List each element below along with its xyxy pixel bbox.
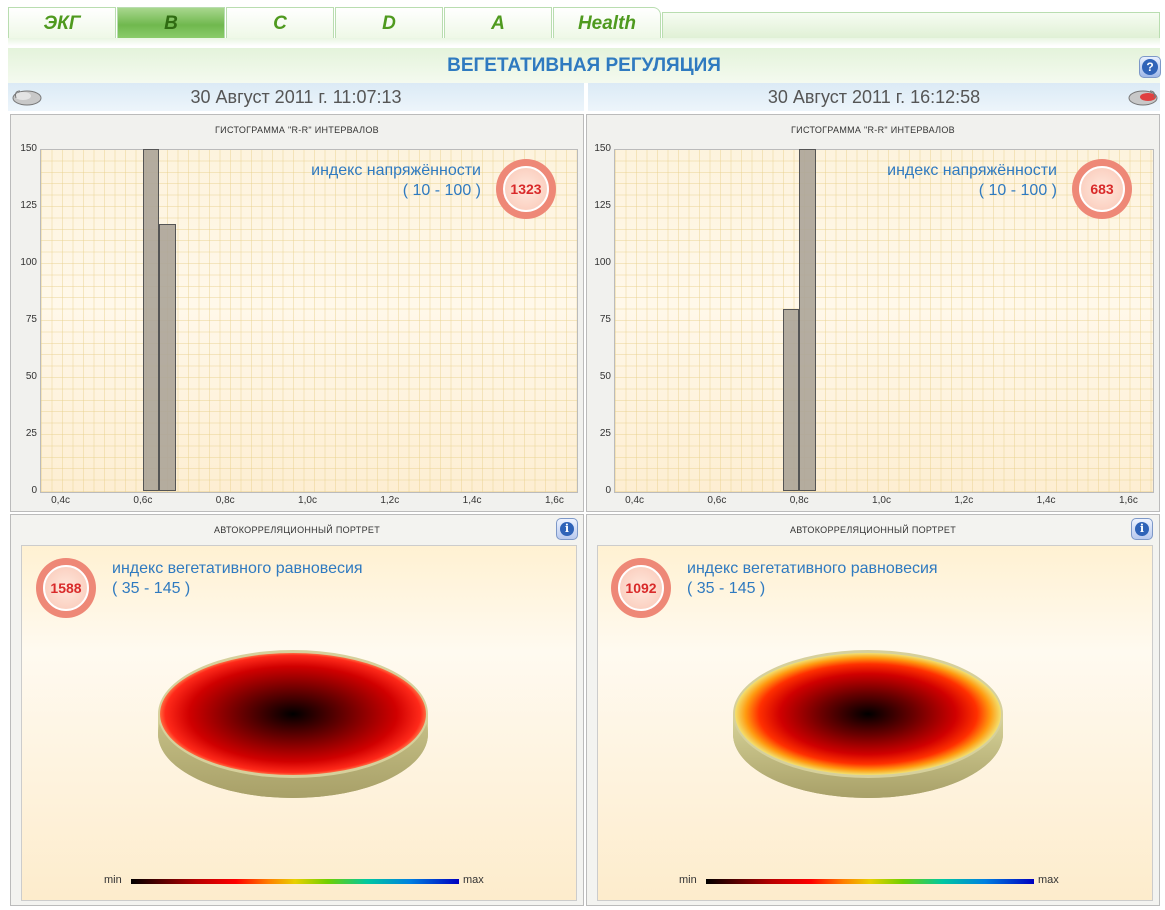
right-tension-badge: 683 (1072, 159, 1132, 219)
left-y-tick: 50 (25, 371, 37, 382)
tab-d[interactable]: D (335, 7, 443, 39)
right-histogram-panel: ГИСТОГРАММА "R-R" ИНТЕРВАЛОВ (586, 114, 1160, 512)
right-balance-badge: 1092 (611, 558, 671, 618)
right-tension-range: ( 10 - 100 ) (978, 182, 1057, 199)
left-legend-min: min (104, 874, 122, 886)
right-balance-value: 1092 (618, 565, 664, 611)
right-histogram-bar (782, 308, 800, 491)
right-y-tick: 25 (599, 428, 611, 439)
right-portrait-title: АВТОКОРРЕЛЯЦИОННЫЙ ПОРТРЕТ (790, 525, 956, 535)
left-x-tick: 0,8с (215, 495, 235, 506)
right-y-tick: 125 (594, 200, 611, 211)
left-balance-value: 1588 (43, 565, 89, 611)
right-date: 30 Август 2011 г. 16:12:58 (588, 83, 1160, 111)
right-histogram-bar (799, 149, 816, 491)
right-tension-value: 683 (1079, 166, 1125, 212)
right-tension-label: индекс напряжённости (887, 162, 1057, 179)
right-x-tick: 1,0с (872, 495, 891, 506)
left-x-tick: 1,6с (544, 495, 564, 506)
left-balance-label: индекс вегетативного равновесия (112, 560, 363, 577)
tab-health[interactable]: Health (553, 7, 661, 39)
left-legend-scale (131, 879, 459, 884)
tab-divider (8, 38, 1160, 46)
right-y-tick: 0 (605, 485, 611, 496)
right-y-tick: 100 (594, 257, 611, 268)
right-y-tick: 150 (594, 143, 611, 154)
left-x-tick: 1,0с (298, 495, 317, 506)
left-tension-value: 1323 (503, 166, 549, 212)
right-x-tick: 1,2с (954, 495, 974, 506)
left-y-tick: 150 (20, 143, 37, 154)
left-portrait-disk (158, 650, 428, 798)
left-y-tick: 25 (25, 428, 37, 439)
left-info-button[interactable]: i (556, 518, 578, 540)
left-x-tick: 1,2с (380, 495, 400, 506)
right-x-tick: 1,4с (1036, 495, 1056, 506)
help-icon: ? (1142, 59, 1158, 75)
left-date: 30 Август 2011 г. 11:07:13 (8, 83, 584, 111)
right-y-tick: 50 (599, 371, 611, 382)
tab-bar-fill (662, 12, 1160, 39)
left-x-tick: 0,6с (133, 495, 153, 506)
left-balance-badge: 1588 (36, 558, 96, 618)
info-icon: i (560, 522, 574, 536)
right-info-button[interactable]: i (1131, 518, 1153, 540)
left-histogram-plot (40, 149, 578, 493)
right-x-tick: 0,6с (707, 495, 727, 506)
left-histogram-bar (159, 224, 176, 491)
left-tension-range: ( 10 - 100 ) (402, 182, 481, 199)
tab-bar: ЭКГ B C D A Health (8, 7, 1160, 39)
tab-a[interactable]: A (444, 7, 552, 39)
right-legend-max: max (1038, 874, 1059, 886)
right-histogram-title: ГИСТОГРАММА "R-R" ИНТЕРВАЛОВ (791, 125, 955, 135)
left-tension-label: индекс напряжённости (311, 162, 481, 179)
left-balance-range: ( 35 - 145 ) (112, 580, 191, 597)
left-legend-max: max (463, 874, 484, 886)
mouse-left-icon[interactable] (10, 87, 44, 107)
tab-ekg[interactable]: ЭКГ (8, 7, 116, 39)
left-portrait-title: АВТОКОРРЕЛЯЦИОННЫЙ ПОРТРЕТ (214, 525, 380, 535)
right-x-tick: 0,8с (789, 495, 809, 506)
left-y-tick: 125 (20, 200, 37, 211)
left-x-tick: 1,4с (462, 495, 482, 506)
left-histogram-title: ГИСТОГРАММА "R-R" ИНТЕРВАЛОВ (215, 125, 379, 135)
left-histogram-bar (142, 149, 160, 491)
info-icon: i (1135, 522, 1149, 536)
help-button[interactable]: ? (1139, 56, 1161, 78)
right-x-tick: 0,4с (625, 495, 645, 506)
page-title: ВЕГЕТАТИВНАЯ РЕГУЛЯЦИЯ (8, 48, 1160, 83)
right-legend-scale (706, 879, 1034, 884)
left-y-tick: 0 (31, 485, 37, 496)
right-histogram-plot (614, 149, 1154, 493)
right-x-tick: 1,6с (1118, 495, 1138, 506)
right-balance-range: ( 35 - 145 ) (687, 580, 766, 597)
right-portrait-disk (733, 650, 1003, 798)
left-histogram-panel: ГИСТОГРАММА "R-R" ИНТЕРВАЛОВ (10, 114, 584, 512)
left-x-tick: 0,4с (51, 495, 71, 506)
tab-b[interactable]: B (117, 7, 225, 39)
left-y-tick: 75 (25, 314, 37, 325)
tab-c[interactable]: C (226, 7, 334, 39)
left-y-tick: 100 (20, 257, 37, 268)
right-y-tick: 75 (599, 314, 611, 325)
right-legend-min: min (679, 874, 697, 886)
mouse-right-icon[interactable] (1126, 87, 1160, 107)
left-tension-badge: 1323 (496, 159, 556, 219)
right-balance-label: индекс вегетативного равновесия (687, 560, 938, 577)
